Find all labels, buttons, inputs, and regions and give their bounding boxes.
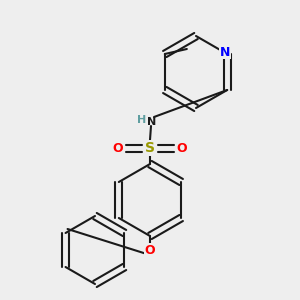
Text: N: N (147, 117, 157, 127)
Text: O: O (145, 244, 155, 256)
Text: N: N (220, 46, 230, 59)
Text: H: H (137, 115, 147, 125)
Text: O: O (177, 142, 187, 154)
Text: O: O (113, 142, 123, 154)
Text: S: S (145, 141, 155, 155)
